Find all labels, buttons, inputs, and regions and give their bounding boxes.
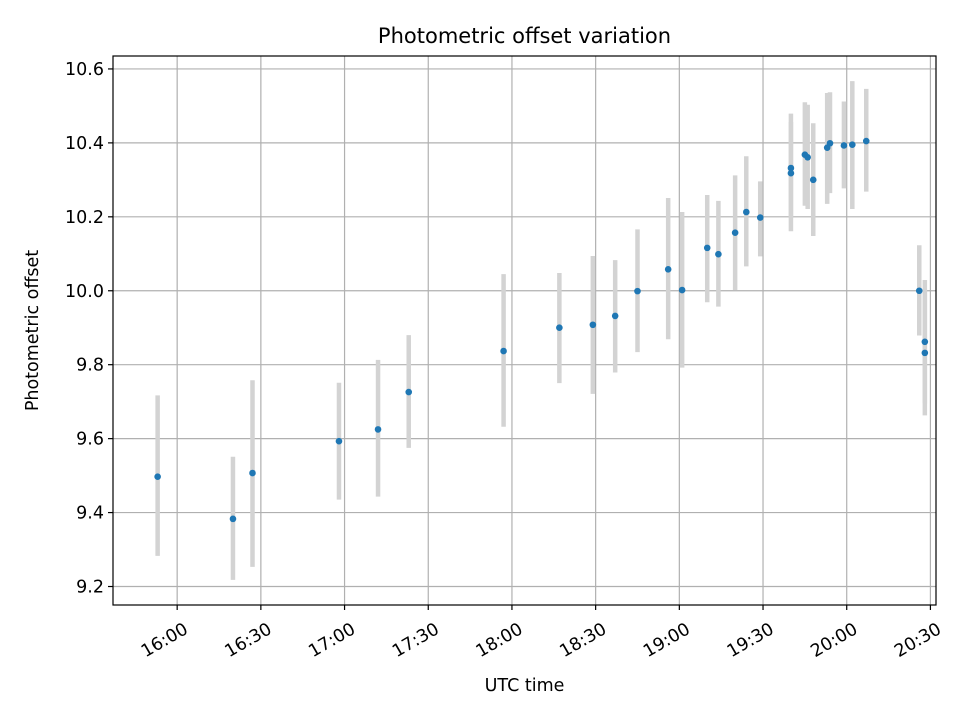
data-point: [556, 324, 563, 332]
x-tick-label: 20:00: [808, 619, 862, 662]
y-tick-label: 9.6: [76, 430, 104, 450]
data-point: [405, 388, 413, 396]
x-axis: 16:00 16:30 17:00 17:30 18:00 18:30 19:00 19:30…: [138, 605, 945, 662]
data-point: [862, 137, 870, 145]
data-point: [664, 266, 672, 273]
data-point: [787, 164, 795, 172]
data-point: [335, 437, 343, 445]
data-point: [703, 244, 711, 252]
data-point: [678, 286, 686, 294]
data-point: [731, 229, 739, 237]
y-tick-label: 10.2: [65, 208, 104, 228]
data-point: [249, 469, 256, 477]
y-axis: 9.2 9.4 9.6 9.8 10.0 10.2 10.4 10.6: [65, 60, 113, 598]
x-tick-label: 18:00: [473, 619, 527, 662]
data-point: [589, 321, 597, 329]
data-point: [756, 214, 764, 221]
data-point: [634, 287, 641, 295]
data-point: [915, 287, 923, 295]
data-points: [154, 137, 929, 523]
data-point: [611, 312, 619, 320]
x-tick-label: 19:00: [640, 619, 694, 662]
data-point: [809, 176, 817, 184]
y-tick-label: 10.4: [65, 134, 104, 154]
y-tick-label: 10.6: [65, 60, 104, 80]
x-tick-label: 16:00: [138, 619, 192, 662]
x-tick-label: 16:30: [222, 619, 276, 662]
data-point: [840, 142, 848, 149]
grid: [113, 56, 936, 605]
data-point: [154, 473, 161, 481]
data-point: [229, 515, 237, 523]
data-point: [500, 347, 507, 355]
data-point: [787, 169, 795, 177]
x-tick-label: 17:30: [389, 619, 443, 662]
data-point: [921, 349, 929, 357]
y-tick-label: 9.2: [76, 578, 104, 598]
y-axis-label: Photometric offset: [23, 250, 43, 411]
data-point: [374, 426, 382, 433]
data-point: [826, 139, 834, 147]
data-point: [849, 141, 856, 149]
x-tick-label: 17:00: [305, 619, 359, 662]
y-tick-label: 9.8: [76, 356, 104, 376]
chart-title: Photometric offset variation: [378, 24, 671, 48]
plot-frame: [112, 55, 937, 606]
x-tick-label: 18:30: [556, 619, 610, 662]
x-tick-label: 20:30: [891, 619, 945, 662]
data-point: [742, 208, 750, 216]
data-point: [804, 153, 811, 161]
data-point: [715, 250, 722, 258]
x-axis-label: UTC time: [485, 676, 565, 696]
x-tick-label: 19:30: [724, 619, 778, 662]
y-tick-label: 10.0: [65, 282, 104, 302]
data-point: [921, 338, 929, 346]
y-tick-label: 9.4: [76, 504, 104, 524]
